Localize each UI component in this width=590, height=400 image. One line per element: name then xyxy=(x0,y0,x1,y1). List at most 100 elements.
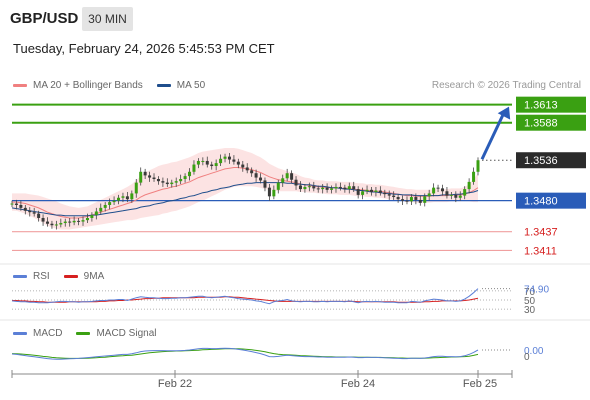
candle-body xyxy=(445,191,449,196)
candle-body xyxy=(227,156,231,160)
candle-body xyxy=(272,189,276,197)
candle-body xyxy=(210,164,214,167)
candle-body xyxy=(232,159,236,162)
candle-body xyxy=(188,171,192,177)
legend-swatch xyxy=(13,275,27,278)
candle-body xyxy=(254,173,258,178)
candle-body xyxy=(174,181,178,183)
candle-body xyxy=(28,210,32,213)
macd-legend: MACD MACD Signal xyxy=(13,328,170,339)
candle-body xyxy=(312,186,316,189)
candle-body xyxy=(396,197,400,200)
candle-body xyxy=(63,221,67,224)
legend-item-macd: MACD xyxy=(13,328,62,339)
main-legend: MA 20 + Bollinger Bands MA 50 xyxy=(13,80,219,91)
rsi-level-label: 70 xyxy=(524,287,536,298)
ma50-line xyxy=(11,182,479,217)
resistance-label: 1.3588 xyxy=(524,118,558,130)
timeframe-button[interactable]: 30 MIN xyxy=(82,7,133,31)
candle-body xyxy=(250,170,254,174)
candle-body xyxy=(414,197,418,200)
candle-body xyxy=(90,215,94,218)
candle-body xyxy=(334,186,338,189)
candle-body xyxy=(467,181,471,190)
candle-body xyxy=(241,164,245,168)
resistance-label-box xyxy=(516,96,586,113)
candle-body xyxy=(347,186,351,190)
projection-arrow xyxy=(480,112,506,160)
candle-body xyxy=(112,200,116,203)
candle-body xyxy=(32,212,36,214)
candle-body xyxy=(46,221,50,224)
candle-body xyxy=(361,191,365,195)
legend-swatch xyxy=(76,332,91,335)
rsi-level-label: 30 xyxy=(524,305,536,316)
candle-body xyxy=(454,194,458,198)
macd-value-label: 0.00 xyxy=(524,346,544,357)
candle-body xyxy=(148,175,152,178)
candle-body xyxy=(165,182,169,185)
time-tick-label: Feb 25 xyxy=(463,378,497,390)
candle-body xyxy=(161,181,165,183)
legend-item-ma50: MA 50 xyxy=(156,80,206,91)
candle-body xyxy=(103,204,107,208)
candle-body xyxy=(427,193,431,197)
resistance-label: 1.3613 xyxy=(524,100,558,112)
candle-body xyxy=(192,164,196,172)
legend-label: MA 50 xyxy=(176,80,206,91)
last-price-label: 1.3536 xyxy=(524,155,558,167)
legend-label: MACD xyxy=(33,328,63,339)
projection-arrow-head xyxy=(497,106,511,120)
candle-body xyxy=(436,187,440,189)
candle-body xyxy=(23,207,27,211)
candle-body xyxy=(37,213,41,218)
timestamp: Tuesday, February 24, 2026 5:45:53 PM CE… xyxy=(13,41,275,56)
candle-body xyxy=(449,194,453,196)
legend-label: RSI xyxy=(33,271,50,282)
macd-zero-label: 0 xyxy=(524,352,530,363)
bollinger-band xyxy=(12,148,478,230)
candle-body xyxy=(352,186,356,190)
candle-body xyxy=(183,176,187,179)
candle-body xyxy=(72,220,76,223)
candle-body xyxy=(152,177,156,179)
candle-body xyxy=(201,160,205,162)
candle-body xyxy=(81,220,85,222)
candle-body xyxy=(307,186,311,188)
candle-body xyxy=(472,171,476,182)
legend-item-ma20: MA 20 + Bollinger Bands xyxy=(13,80,143,91)
candle-body xyxy=(330,188,334,190)
macd-line xyxy=(11,347,479,360)
candle-body xyxy=(338,186,342,188)
candle-body xyxy=(383,192,387,195)
rsi-level-label: 50 xyxy=(524,296,536,307)
candle-body xyxy=(214,163,218,167)
candle-body xyxy=(263,180,267,188)
rsi-value-label: 74.90 xyxy=(524,285,549,296)
candle-body xyxy=(285,173,289,179)
candle-body xyxy=(59,223,63,225)
legend-swatch xyxy=(13,332,27,335)
level-lines: 1.3613 1.3588 1.3536 1.3480 1.3437 1.3411 xyxy=(12,96,586,257)
candles xyxy=(10,153,480,230)
candle-body xyxy=(418,199,422,203)
candle-body xyxy=(343,187,347,190)
candle-body xyxy=(99,207,103,212)
candle-body xyxy=(85,217,89,221)
rsi-line xyxy=(11,288,479,305)
time-tick-label: Feb 24 xyxy=(341,378,375,390)
candle-body xyxy=(290,173,294,180)
candle-body xyxy=(440,188,444,192)
legend-label: 9MA xyxy=(83,271,105,282)
candle-body xyxy=(143,171,147,176)
candle-body xyxy=(267,187,271,197)
credit-text: Research © 2026 Trading Central xyxy=(431,80,581,91)
last-price-box xyxy=(516,152,586,169)
candle-body xyxy=(130,193,134,200)
candle-body xyxy=(409,197,413,202)
candle-body xyxy=(276,182,280,190)
candle-body xyxy=(405,200,409,202)
candle-body xyxy=(369,189,373,192)
candle-body xyxy=(41,217,45,222)
